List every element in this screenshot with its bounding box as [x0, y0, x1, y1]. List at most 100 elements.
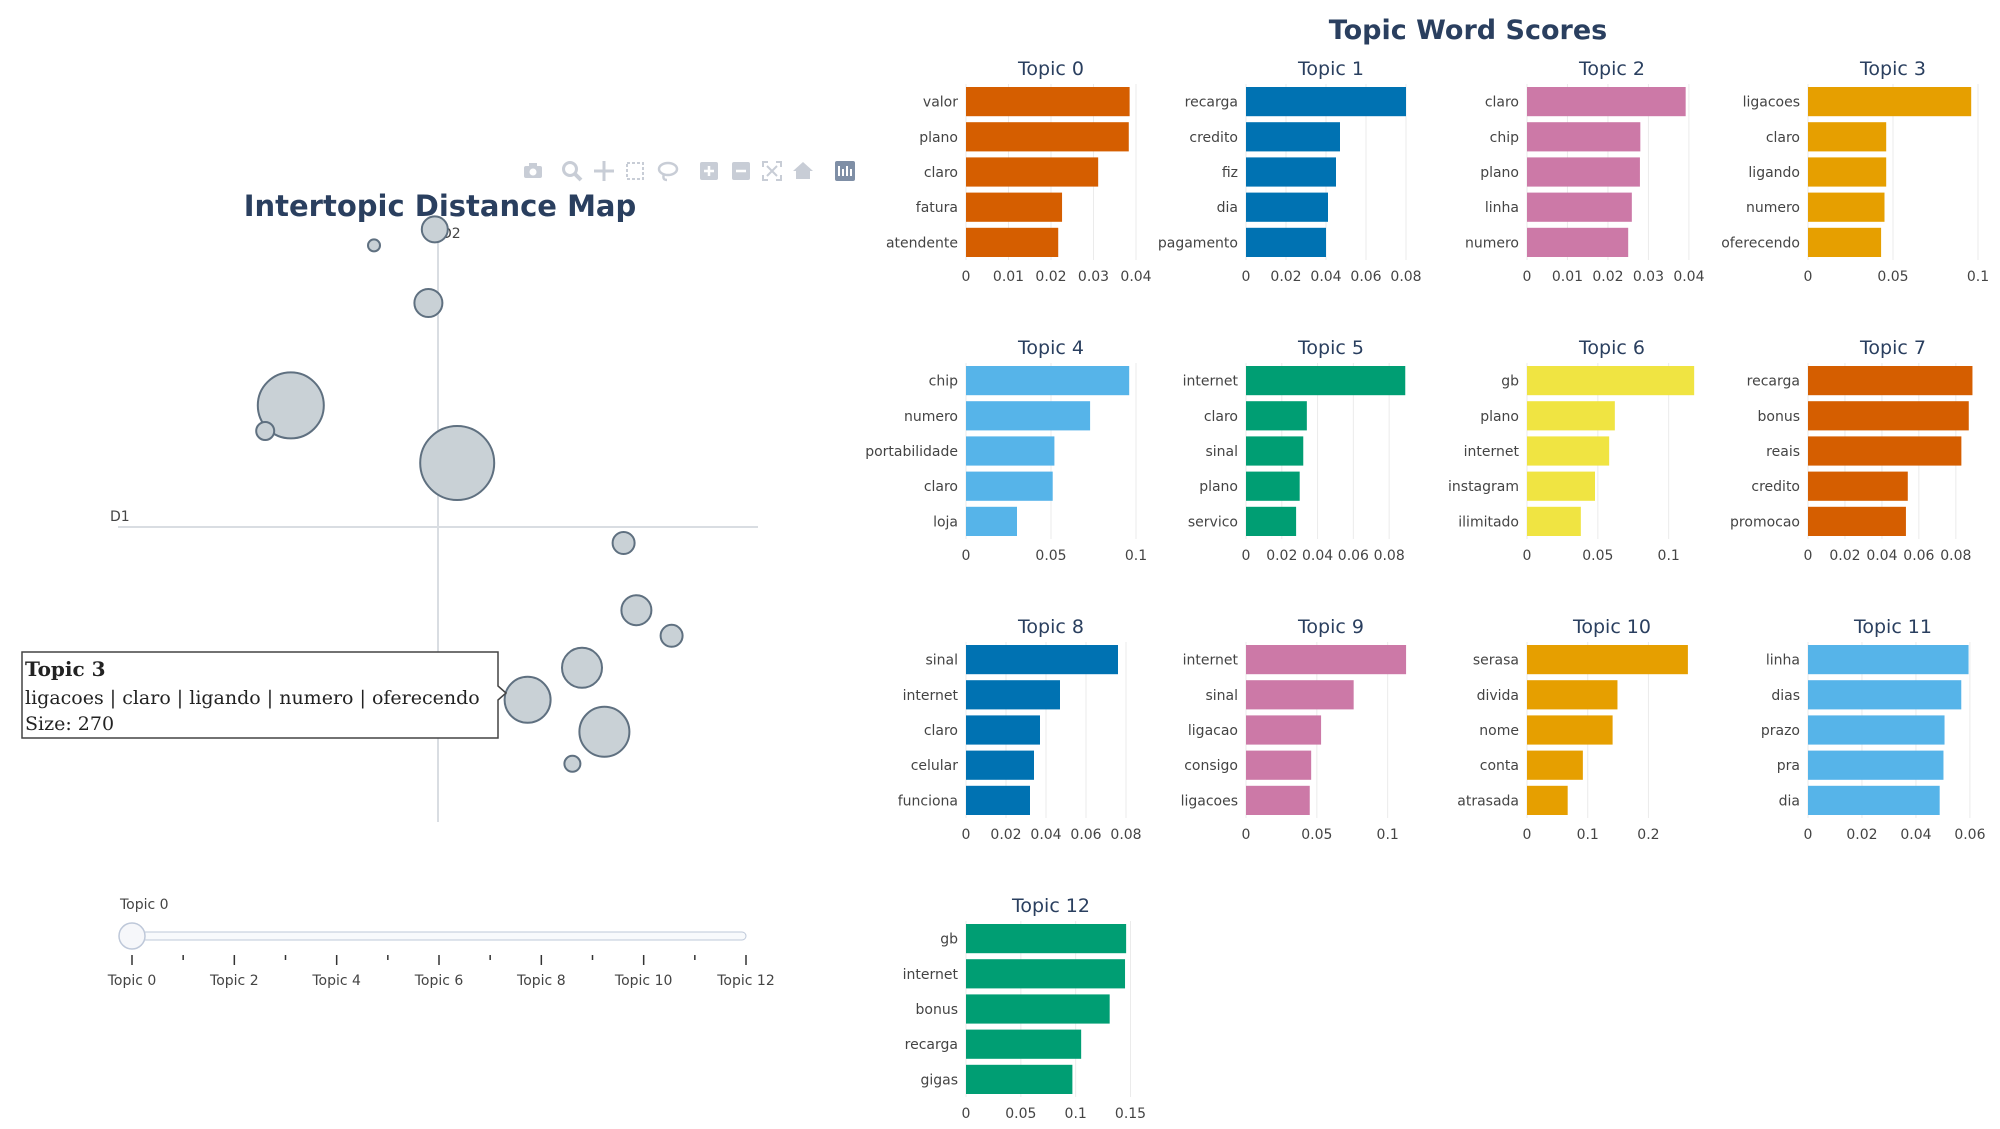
box-select-icon[interactable]: [624, 160, 646, 182]
topic-bubble[interactable]: [419, 425, 496, 501]
bar[interactable]: [1246, 680, 1354, 710]
bar[interactable]: [1246, 192, 1328, 222]
slider-rail[interactable]: [131, 931, 747, 941]
bar[interactable]: [1527, 785, 1568, 815]
bar[interactable]: [966, 645, 1118, 675]
bar[interactable]: [966, 1029, 1082, 1059]
bar[interactable]: [966, 994, 1110, 1024]
bar[interactable]: [1808, 506, 1906, 536]
slider-step-label[interactable]: Topic 8: [516, 973, 566, 989]
bar[interactable]: [1808, 680, 1962, 710]
bar[interactable]: [1527, 506, 1581, 536]
bar[interactable]: [1527, 645, 1688, 675]
bar[interactable]: [1246, 506, 1297, 536]
topic-word-scores-chart[interactable]: Topic Word Scores Topic 0 0 0.01 0.02 0.03 0.…: [860, 0, 2000, 1125]
bar[interactable]: [1246, 366, 1406, 396]
topic-bubble[interactable]: [367, 238, 381, 253]
zoom-out-icon[interactable]: [730, 160, 752, 182]
bar[interactable]: [1527, 471, 1595, 501]
bar[interactable]: [1246, 436, 1304, 466]
bar[interactable]: [1527, 87, 1686, 117]
bar[interactable]: [1246, 87, 1406, 117]
bar[interactable]: [966, 366, 1130, 396]
slider-step-label[interactable]: Topic 6: [414, 973, 464, 989]
topic-bubble[interactable]: [659, 623, 684, 648]
bar[interactable]: [1808, 157, 1887, 187]
topic-bubble[interactable]: [256, 371, 325, 440]
bar[interactable]: [966, 192, 1063, 222]
modebar[interactable]: [522, 160, 856, 182]
bar[interactable]: [966, 157, 1099, 187]
bar[interactable]: [966, 436, 1055, 466]
bar[interactable]: [1527, 157, 1640, 187]
topic-bubble[interactable]: [420, 215, 449, 244]
bar[interactable]: [966, 122, 1129, 152]
bar[interactable]: [966, 959, 1126, 989]
bar[interactable]: [1246, 471, 1300, 501]
bar[interactable]: [966, 680, 1060, 710]
bar[interactable]: [1808, 227, 1882, 257]
pan-icon[interactable]: [593, 160, 615, 182]
bar[interactable]: [966, 750, 1034, 780]
bar[interactable]: [1808, 645, 1969, 675]
bar[interactable]: [966, 506, 1017, 536]
bar[interactable]: [1527, 401, 1615, 431]
bar[interactable]: [1527, 366, 1695, 396]
bar[interactable]: [1527, 750, 1583, 780]
bar[interactable]: [1246, 750, 1312, 780]
bar[interactable]: [1808, 785, 1940, 815]
topic-bubble[interactable]: [413, 288, 444, 318]
bar[interactable]: [966, 87, 1130, 117]
topic-bubble[interactable]: [578, 705, 631, 758]
bar[interactable]: [966, 715, 1040, 745]
bar[interactable]: [1246, 645, 1407, 675]
bar[interactable]: [966, 227, 1059, 257]
slider-step-label[interactable]: Topic 4: [311, 973, 361, 989]
slider-step-label[interactable]: Topic 0: [107, 973, 157, 989]
bar[interactable]: [1527, 192, 1632, 222]
zoom-in-icon[interactable]: [698, 160, 720, 182]
autoscale-icon[interactable]: [761, 160, 783, 182]
bar[interactable]: [1527, 122, 1641, 152]
lasso-icon[interactable]: [657, 160, 679, 182]
topic-bubble[interactable]: [620, 594, 653, 627]
bar[interactable]: [1808, 401, 1969, 431]
bar[interactable]: [1527, 715, 1613, 745]
slider-handle[interactable]: [118, 922, 146, 950]
bar[interactable]: [1246, 227, 1326, 257]
bar[interactable]: [1808, 122, 1887, 152]
bar[interactable]: [1808, 192, 1885, 222]
topic-bubble[interactable]: [611, 531, 636, 555]
bar[interactable]: [1527, 680, 1618, 710]
topic-bubble[interactable]: [561, 646, 603, 689]
bar[interactable]: [1808, 750, 1944, 780]
bar[interactable]: [966, 785, 1030, 815]
slider-step-label[interactable]: Topic 10: [614, 973, 672, 989]
camera-icon[interactable]: [522, 160, 544, 182]
bar[interactable]: [1246, 157, 1336, 187]
zoom-icon[interactable]: [561, 160, 583, 182]
bar[interactable]: [1527, 436, 1610, 466]
bar[interactable]: [1808, 436, 1962, 466]
topic-bubble[interactable]: [255, 421, 276, 441]
topic-bubble[interactable]: [503, 675, 552, 724]
plotly-logo-icon[interactable]: [834, 160, 856, 182]
bar[interactable]: [1808, 366, 1973, 396]
bar[interactable]: [966, 401, 1091, 431]
bar[interactable]: [1246, 715, 1322, 745]
topic-bubble[interactable]: [563, 754, 582, 773]
bar[interactable]: [1808, 87, 1972, 117]
bar[interactable]: [1808, 715, 1945, 745]
bar[interactable]: [1246, 122, 1340, 152]
bar[interactable]: [1808, 471, 1908, 501]
slider-step-label[interactable]: Topic 2: [209, 973, 259, 989]
bar[interactable]: [1246, 401, 1307, 431]
bar[interactable]: [1527, 227, 1629, 257]
bar[interactable]: [966, 924, 1127, 954]
home-icon[interactable]: [792, 160, 814, 182]
slider-step-label[interactable]: Topic 12: [716, 973, 774, 989]
bar[interactable]: [1246, 785, 1310, 815]
bar[interactable]: [966, 471, 1053, 501]
bar[interactable]: [966, 1064, 1073, 1094]
